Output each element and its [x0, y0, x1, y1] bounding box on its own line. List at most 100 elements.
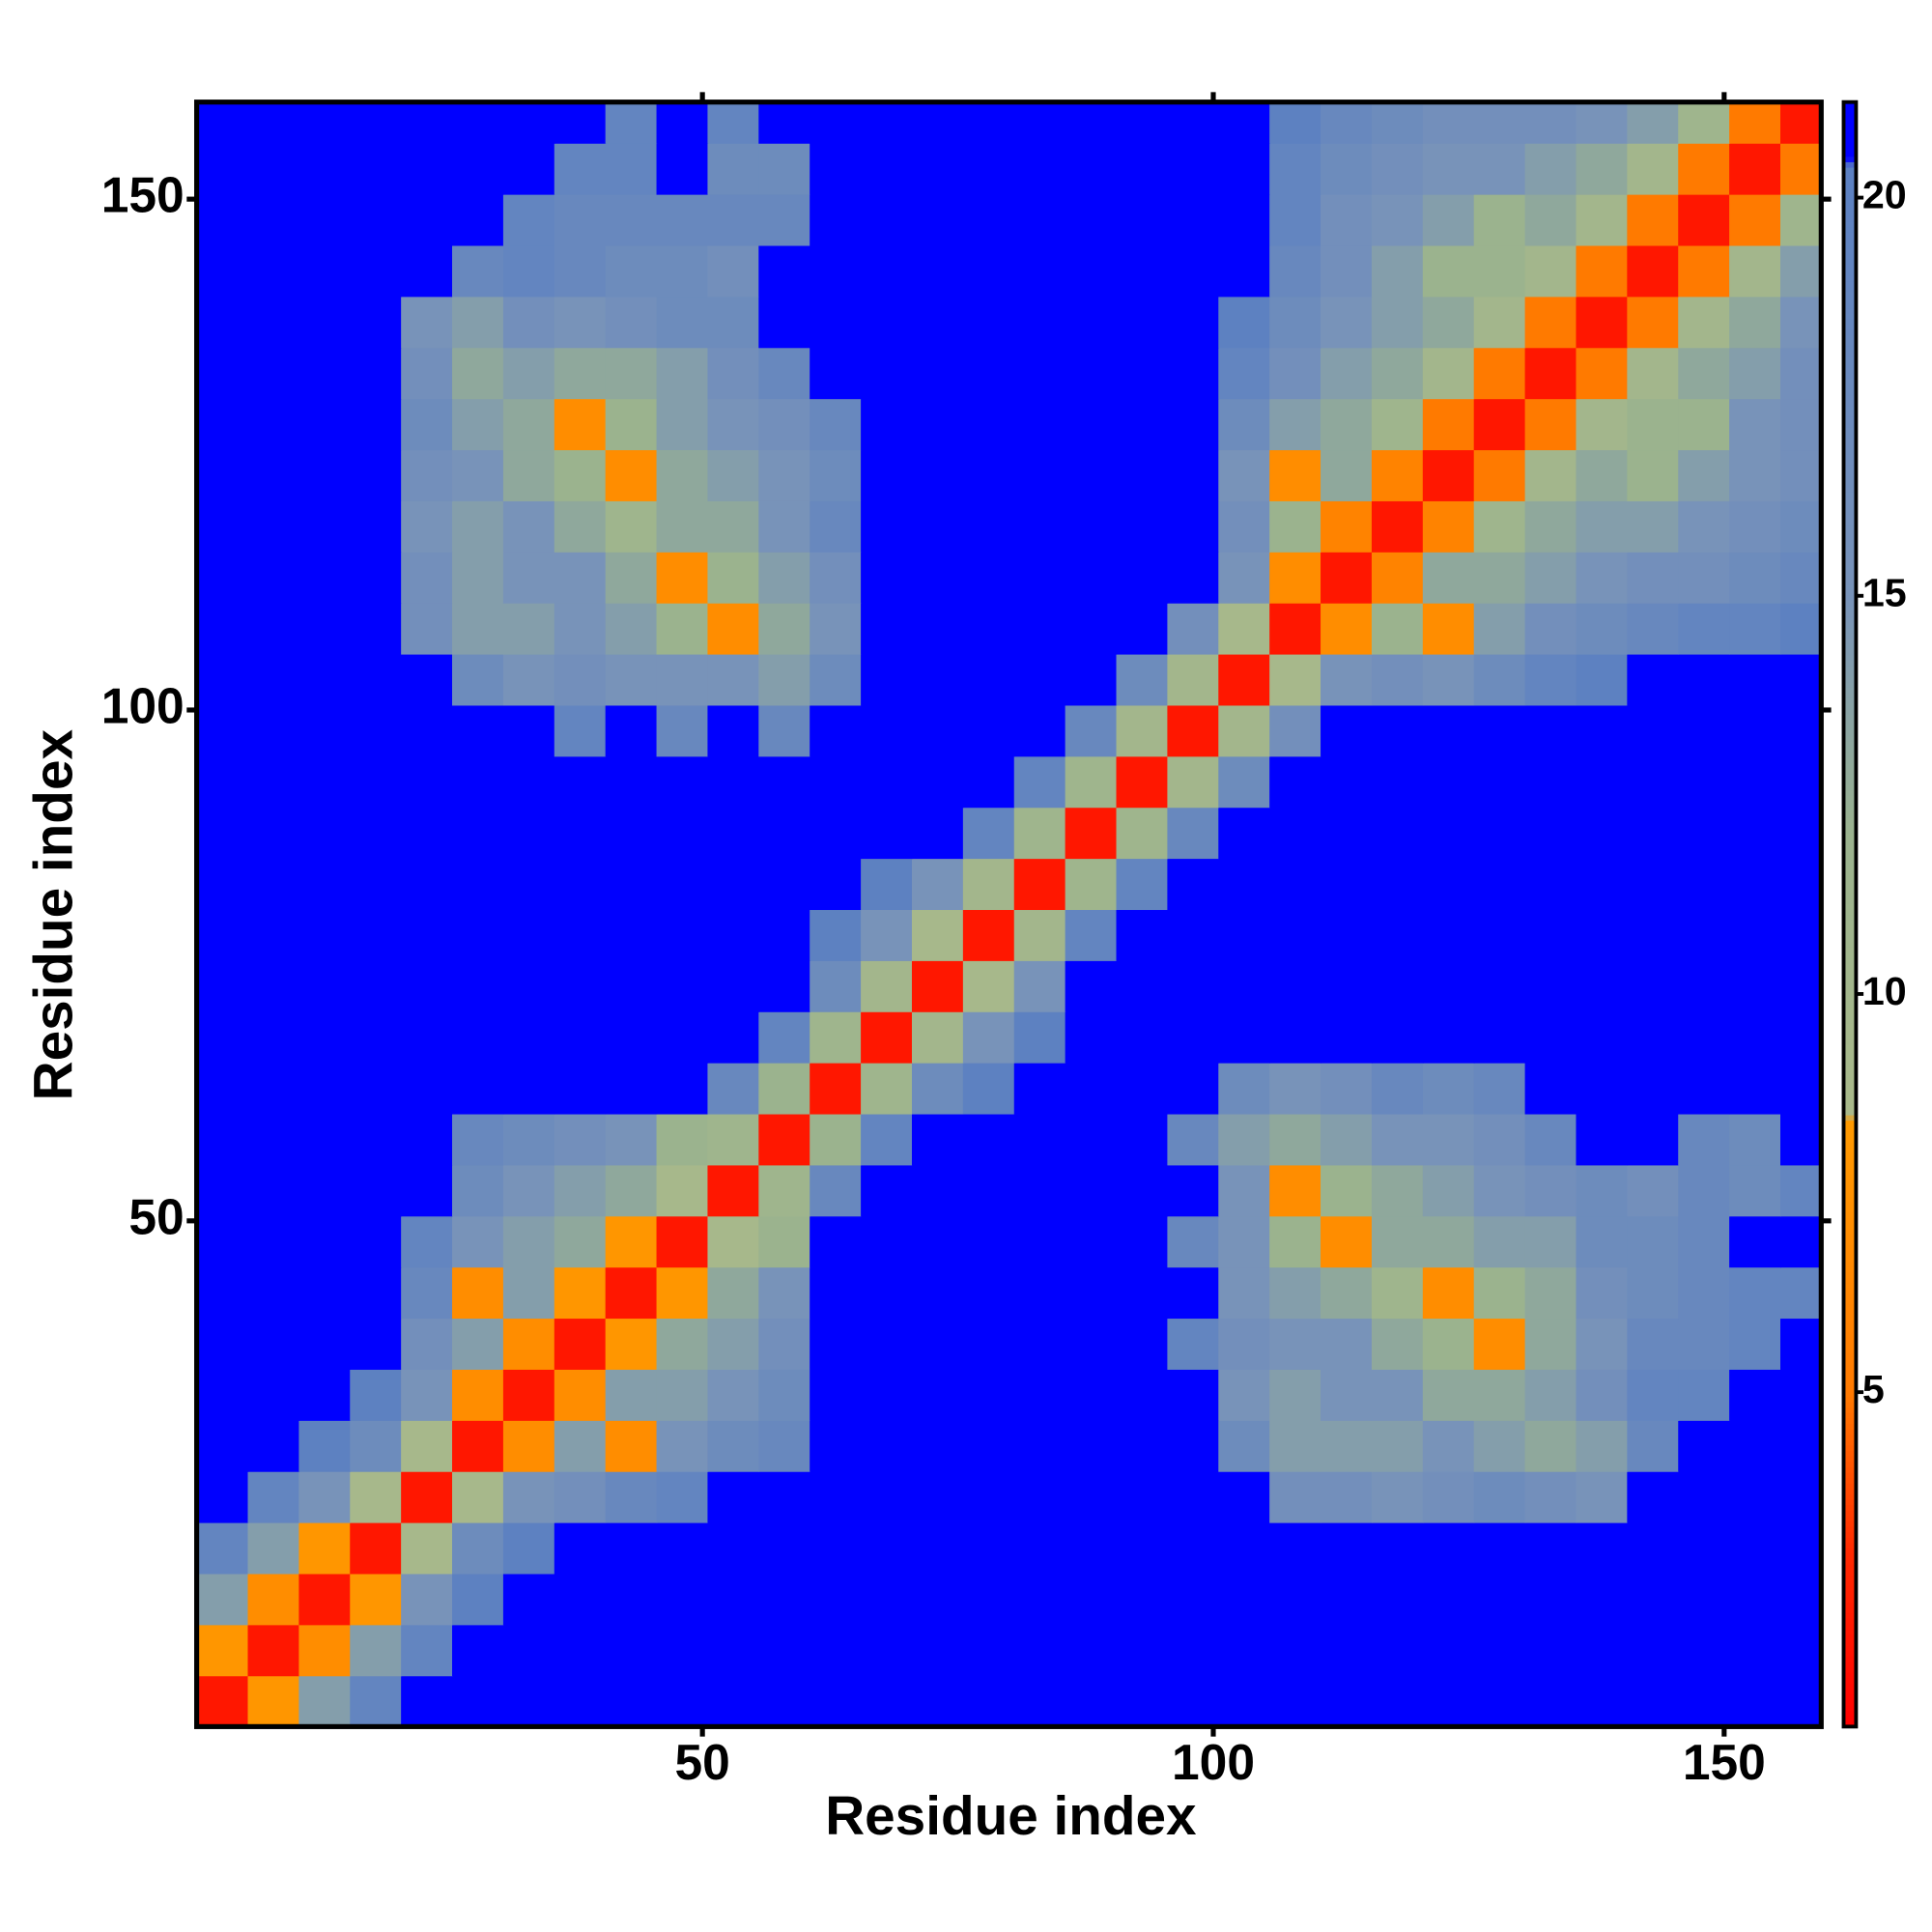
heatmap-cell	[656, 1624, 709, 1677]
heatmap-cell	[758, 1624, 810, 1677]
heatmap-cell	[1780, 807, 1823, 860]
heatmap-cell	[810, 704, 862, 757]
heatmap-cell	[861, 142, 913, 195]
heatmap-cell	[810, 1215, 862, 1268]
colorbar-segment	[1843, 811, 1857, 818]
colorbar-segment	[1843, 1147, 1857, 1153]
heatmap-cell	[502, 1215, 555, 1268]
heatmap-cell	[861, 858, 913, 911]
colorbar-tick-label: 10	[1862, 969, 1907, 1013]
heatmap-cell	[554, 552, 607, 604]
colorbar-segment	[1843, 1591, 1857, 1598]
heatmap-cell	[707, 1369, 760, 1421]
colorbar-segment	[1843, 605, 1857, 612]
heatmap-cell	[758, 1164, 810, 1217]
colorbar-segment	[1843, 345, 1857, 353]
heatmap-cell	[502, 398, 555, 451]
colorbar-segment	[1843, 687, 1857, 694]
heatmap-cell	[1627, 449, 1680, 501]
colorbar-segment	[1843, 822, 1857, 829]
colorbar-segment	[1843, 291, 1857, 298]
colorbar-segment	[1843, 286, 1857, 293]
heatmap-cell	[1678, 296, 1730, 349]
colorbar-segment	[1843, 648, 1857, 656]
heatmap-cell	[247, 500, 300, 553]
heatmap-cell	[1013, 909, 1066, 961]
heatmap-cell	[1116, 1369, 1169, 1421]
heatmap-cell	[1321, 449, 1373, 501]
heatmap-cell	[1116, 1521, 1169, 1575]
heatmap-cell	[1116, 142, 1169, 195]
colorbar-segment	[1843, 1656, 1857, 1662]
colorbar-segment	[1843, 1639, 1857, 1646]
heatmap-cell	[1473, 1521, 1526, 1575]
heatmap-cell	[1524, 1164, 1577, 1217]
colorbar-segment	[1843, 881, 1857, 889]
heatmap-cell	[810, 858, 862, 911]
heatmap-cell	[1321, 653, 1373, 706]
heatmap-cell	[810, 552, 862, 604]
heatmap-cell	[1167, 1369, 1220, 1421]
colorbar-segment	[1843, 1439, 1857, 1446]
colorbar-segment	[1843, 1277, 1857, 1284]
colorbar-segment	[1843, 1168, 1857, 1176]
heatmap-cell	[911, 1062, 964, 1115]
colorbar-segment	[1843, 621, 1857, 629]
heatmap-cell	[1065, 704, 1118, 757]
heatmap-cell	[247, 1521, 300, 1575]
heatmap-cell	[1524, 1573, 1577, 1626]
heatmap-cell	[911, 142, 964, 195]
heatmap-cell	[298, 858, 352, 911]
heatmap-cell	[1422, 552, 1475, 604]
heatmap-cell	[1269, 960, 1321, 1012]
heatmap-cell	[1167, 1521, 1220, 1575]
heatmap-cell	[1576, 1113, 1629, 1166]
heatmap-cell	[247, 347, 300, 400]
heatmap-cell	[707, 296, 760, 349]
heatmap-cell	[247, 1266, 300, 1320]
heatmap-cell	[350, 1215, 402, 1268]
heatmap-cell	[911, 1624, 964, 1677]
heatmap-cell	[1116, 500, 1169, 553]
heatmap-cell	[554, 1369, 607, 1421]
colorbar-segment	[1843, 540, 1857, 547]
heatmap-cell	[911, 347, 964, 400]
heatmap-cell	[452, 755, 504, 809]
heatmap-cell	[1627, 858, 1680, 911]
heatmap-cell	[911, 960, 964, 1012]
colorbar-segment	[1843, 481, 1857, 488]
colorbar-segment	[1843, 643, 1857, 650]
heatmap-cell	[1321, 347, 1373, 400]
heatmap-cell	[196, 909, 249, 961]
heatmap-cell	[1422, 1113, 1475, 1166]
heatmap-cell	[1167, 1266, 1220, 1320]
heatmap-cell	[962, 449, 1015, 501]
heatmap-cell	[502, 193, 555, 246]
heatmap-cell	[810, 398, 862, 451]
heatmap-cell	[962, 1113, 1015, 1166]
colorbar-segment	[1843, 1645, 1857, 1652]
heatmap-cell	[350, 807, 402, 860]
colorbar-segment	[1843, 627, 1857, 634]
heatmap-cell	[1678, 244, 1730, 298]
heatmap-cell	[1218, 653, 1270, 706]
heatmap-cell	[1065, 552, 1118, 604]
colorbar-segment	[1843, 1022, 1857, 1029]
heatmap-cell	[962, 552, 1015, 604]
heatmap-cell	[707, 500, 760, 553]
heatmap-cell	[1627, 398, 1680, 451]
heatmap-cell	[247, 552, 300, 604]
heatmap-cell	[1524, 1470, 1577, 1523]
heatmap-cell	[758, 1369, 810, 1421]
colorbar-segment	[1843, 962, 1857, 970]
heatmap-cell	[1780, 1164, 1823, 1217]
heatmap-cell	[1167, 449, 1220, 501]
heatmap-cell	[350, 1573, 402, 1626]
heatmap-cell	[810, 807, 862, 860]
heatmap-cell	[962, 1470, 1015, 1523]
heatmap-cell	[1780, 1062, 1823, 1115]
heatmap-cell	[758, 142, 810, 195]
colorbar-segment	[1843, 524, 1857, 531]
colorbar-segment	[1843, 654, 1857, 661]
heatmap-cell	[1422, 1318, 1475, 1370]
